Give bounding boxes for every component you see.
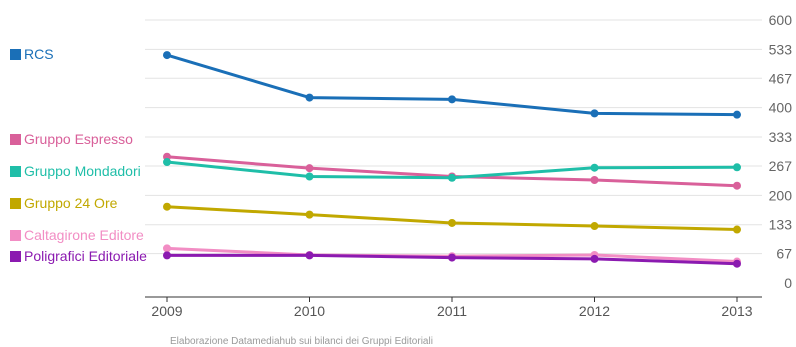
legend-swatch xyxy=(10,197,21,209)
data-point[interactable] xyxy=(448,218,456,227)
data-point[interactable] xyxy=(733,225,741,234)
legend-item[interactable]: Gruppo Mondadori xyxy=(10,163,141,179)
legend-item[interactable]: Gruppo 24 Ore xyxy=(10,195,117,211)
data-point[interactable] xyxy=(590,109,599,118)
legend-label: Gruppo 24 Ore xyxy=(24,195,118,211)
series-lines xyxy=(163,51,741,268)
data-point[interactable] xyxy=(733,163,741,172)
data-point[interactable] xyxy=(733,181,741,190)
legend-label: Gruppo Mondadori xyxy=(24,163,141,179)
grid-lines xyxy=(145,19,762,255)
y-tick-label: 133 xyxy=(769,217,793,233)
data-point[interactable] xyxy=(448,95,456,104)
legend-swatch xyxy=(10,229,21,241)
legend-swatch xyxy=(10,250,21,262)
data-point[interactable] xyxy=(733,110,741,119)
legend-item[interactable]: RCS xyxy=(10,46,54,62)
data-point[interactable] xyxy=(448,253,456,262)
legend-item[interactable]: Caltagirone Editore xyxy=(10,227,144,243)
series-gruppo-mondadori xyxy=(163,158,741,182)
source-note: Elaborazione Datamediahub sui bilanci de… xyxy=(170,336,433,347)
data-point[interactable] xyxy=(733,259,741,268)
data-point[interactable] xyxy=(163,158,171,167)
data-point[interactable] xyxy=(305,251,314,260)
y-tick-label: 0 xyxy=(784,275,792,291)
data-point[interactable] xyxy=(305,93,314,102)
y-tick-label: 600 xyxy=(769,12,793,28)
x-tick-label: 2011 xyxy=(437,303,467,319)
data-point[interactable] xyxy=(305,164,314,173)
legend-swatch xyxy=(10,48,21,60)
legend-swatch xyxy=(10,165,21,177)
y-axis-ticks: 0 67 133 200 267 333 400 467 533 600 xyxy=(769,12,793,291)
y-tick-label: 533 xyxy=(769,41,793,57)
y-tick-label: 400 xyxy=(769,100,793,116)
x-tick-label: 2013 xyxy=(721,303,752,319)
data-point[interactable] xyxy=(163,244,171,253)
data-point[interactable] xyxy=(590,222,599,231)
series-line xyxy=(166,53,738,117)
legend-label: Gruppo Espresso xyxy=(24,131,133,147)
legend-swatch xyxy=(10,133,21,145)
y-tick-label: 200 xyxy=(769,187,793,203)
series-poligrafici-editoriale xyxy=(163,251,741,268)
series-gruppo-24-ore xyxy=(163,202,741,234)
legend-item[interactable]: Gruppo Espresso xyxy=(10,131,133,147)
legend: RCS Gruppo Espresso Gruppo Mondadori Gruppo… xyxy=(10,0,160,300)
data-point[interactable] xyxy=(590,163,599,172)
data-point[interactable] xyxy=(163,251,171,260)
legend-label: RCS xyxy=(24,46,54,62)
data-point[interactable] xyxy=(448,173,456,182)
data-point[interactable] xyxy=(305,210,314,219)
data-point[interactable] xyxy=(305,172,314,181)
legend-label: Caltagirone Editore xyxy=(24,227,144,243)
y-tick-label: 267 xyxy=(769,158,793,174)
legend-label: Poligrafici Editoriale xyxy=(24,248,147,264)
x-axis-ticks: 2009 2010 2011 2012 2013 xyxy=(151,297,753,319)
y-tick-label: 67 xyxy=(776,246,792,262)
x-tick-label: 2012 xyxy=(579,303,610,319)
y-tick-label: 333 xyxy=(769,129,793,145)
series-rcs xyxy=(163,51,741,119)
data-point[interactable] xyxy=(163,51,171,60)
x-tick-label: 2010 xyxy=(294,303,325,319)
data-point[interactable] xyxy=(590,254,599,263)
legend-item[interactable]: Poligrafici Editoriale xyxy=(10,248,147,264)
y-tick-label: 467 xyxy=(769,70,793,86)
x-tick-label: 2009 xyxy=(151,303,182,319)
data-point[interactable] xyxy=(590,175,599,184)
data-point[interactable] xyxy=(163,202,171,211)
